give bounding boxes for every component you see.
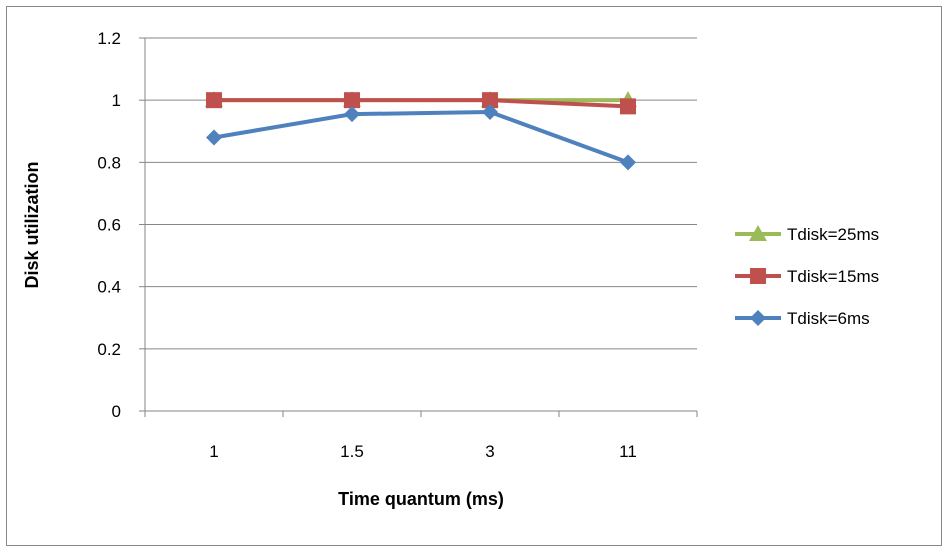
x-axis-title: Time quantum (ms) — [338, 489, 504, 509]
series-2-point-2 — [482, 103, 498, 120]
y-tick-label-6: 1.2 — [97, 29, 121, 48]
chart-frame — [6, 6, 942, 546]
axes — [139, 37, 698, 417]
series-2-point-3 — [620, 154, 636, 171]
legend-entry-0: Tdisk=25ms — [735, 225, 879, 244]
x-tick-label-3: 11 — [619, 442, 637, 461]
series-1 — [206, 92, 636, 115]
legend-marker-0 — [749, 225, 767, 241]
x-tick-label-2: 3 — [485, 442, 494, 461]
x-tick-label-1: 1.5 — [340, 442, 364, 461]
y-tick-label-1: 0.2 — [97, 340, 121, 359]
legend-marker-2 — [750, 310, 766, 326]
legend-label-2: Tdisk=6ms — [787, 309, 870, 328]
legend-marker-1 — [750, 268, 766, 284]
legend-entry-2: Tdisk=6ms — [735, 309, 870, 328]
series-line-2 — [213, 109, 629, 165]
y-axis-title: Disk utilization — [22, 161, 42, 288]
series-1-point-1 — [344, 92, 360, 109]
y-tick-label-0: 0 — [112, 402, 121, 421]
series-2-point-0 — [206, 129, 222, 146]
series-line-1 — [214, 98, 629, 109]
tick-labels: 0 0.2 0.4 0.6 0.8 1 1.2 1 1.5 3 11 — [97, 29, 636, 461]
series-layer — [205, 91, 637, 171]
y-tick-label-4: 0.8 — [97, 153, 121, 172]
series-1-point-0 — [206, 92, 222, 109]
series-2 — [206, 103, 636, 171]
y-tick-label-3: 0.6 — [97, 216, 121, 235]
y-tick-label-5: 1 — [112, 91, 121, 110]
series-2-point-1 — [344, 106, 360, 123]
series-1-point-2 — [482, 92, 498, 109]
series-1-point-3 — [620, 98, 636, 115]
legend-label-1: Tdisk=15ms — [787, 267, 879, 286]
y-tick-label-2: 0.4 — [97, 278, 121, 297]
legend-label-0: Tdisk=25ms — [787, 225, 879, 244]
legend: Tdisk=25ms Tdisk=15ms Tdisk=6ms — [735, 225, 879, 328]
legend-entry-1: Tdisk=15ms — [735, 267, 879, 286]
gridlines — [145, 37, 697, 350]
x-tick-label-0: 1 — [209, 442, 218, 461]
